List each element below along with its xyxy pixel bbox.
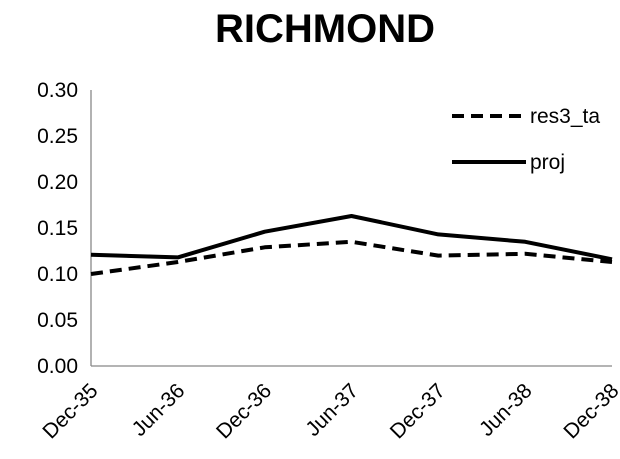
y-tick-label: 0.05 <box>37 309 78 332</box>
series-line-res3_ta <box>90 239 613 276</box>
y-tick-label: 0.20 <box>37 171 78 194</box>
x-tick-label: Jun-36 <box>128 379 190 441</box>
y-tick-labels: 0.00 0.05 0.10 0.15 0.20 0.25 0.30 <box>37 79 78 378</box>
x-tick-label: Dec-38 <box>559 379 620 443</box>
x-tick-label: Dec-36 <box>212 379 276 443</box>
x-tick-label: Jun-38 <box>475 379 537 441</box>
y-tick-label: 0.00 <box>37 355 78 378</box>
series-line-proj <box>90 214 613 262</box>
x-tick-label: Dec-37 <box>386 379 450 443</box>
y-tick-label: 0.15 <box>37 217 78 240</box>
y-tick-label: 0.10 <box>37 263 78 286</box>
y-tick-label: 0.25 <box>37 125 78 148</box>
x-tick-labels: Dec-35 Jun-36 Dec-36 Jun-37 Dec-37 Jun-38 Dec-… <box>38 379 620 443</box>
series-lines <box>90 214 613 276</box>
chart-title: RICHMOND <box>215 7 435 51</box>
legend-label-proj: proj <box>530 151 565 174</box>
legend-label-res3_ta: res3_ta <box>530 105 600 128</box>
x-tick-label: Dec-35 <box>38 379 102 443</box>
y-tick-label: 0.30 <box>37 79 78 102</box>
axes <box>90 90 612 367</box>
x-tick-label: Jun-37 <box>301 379 363 441</box>
